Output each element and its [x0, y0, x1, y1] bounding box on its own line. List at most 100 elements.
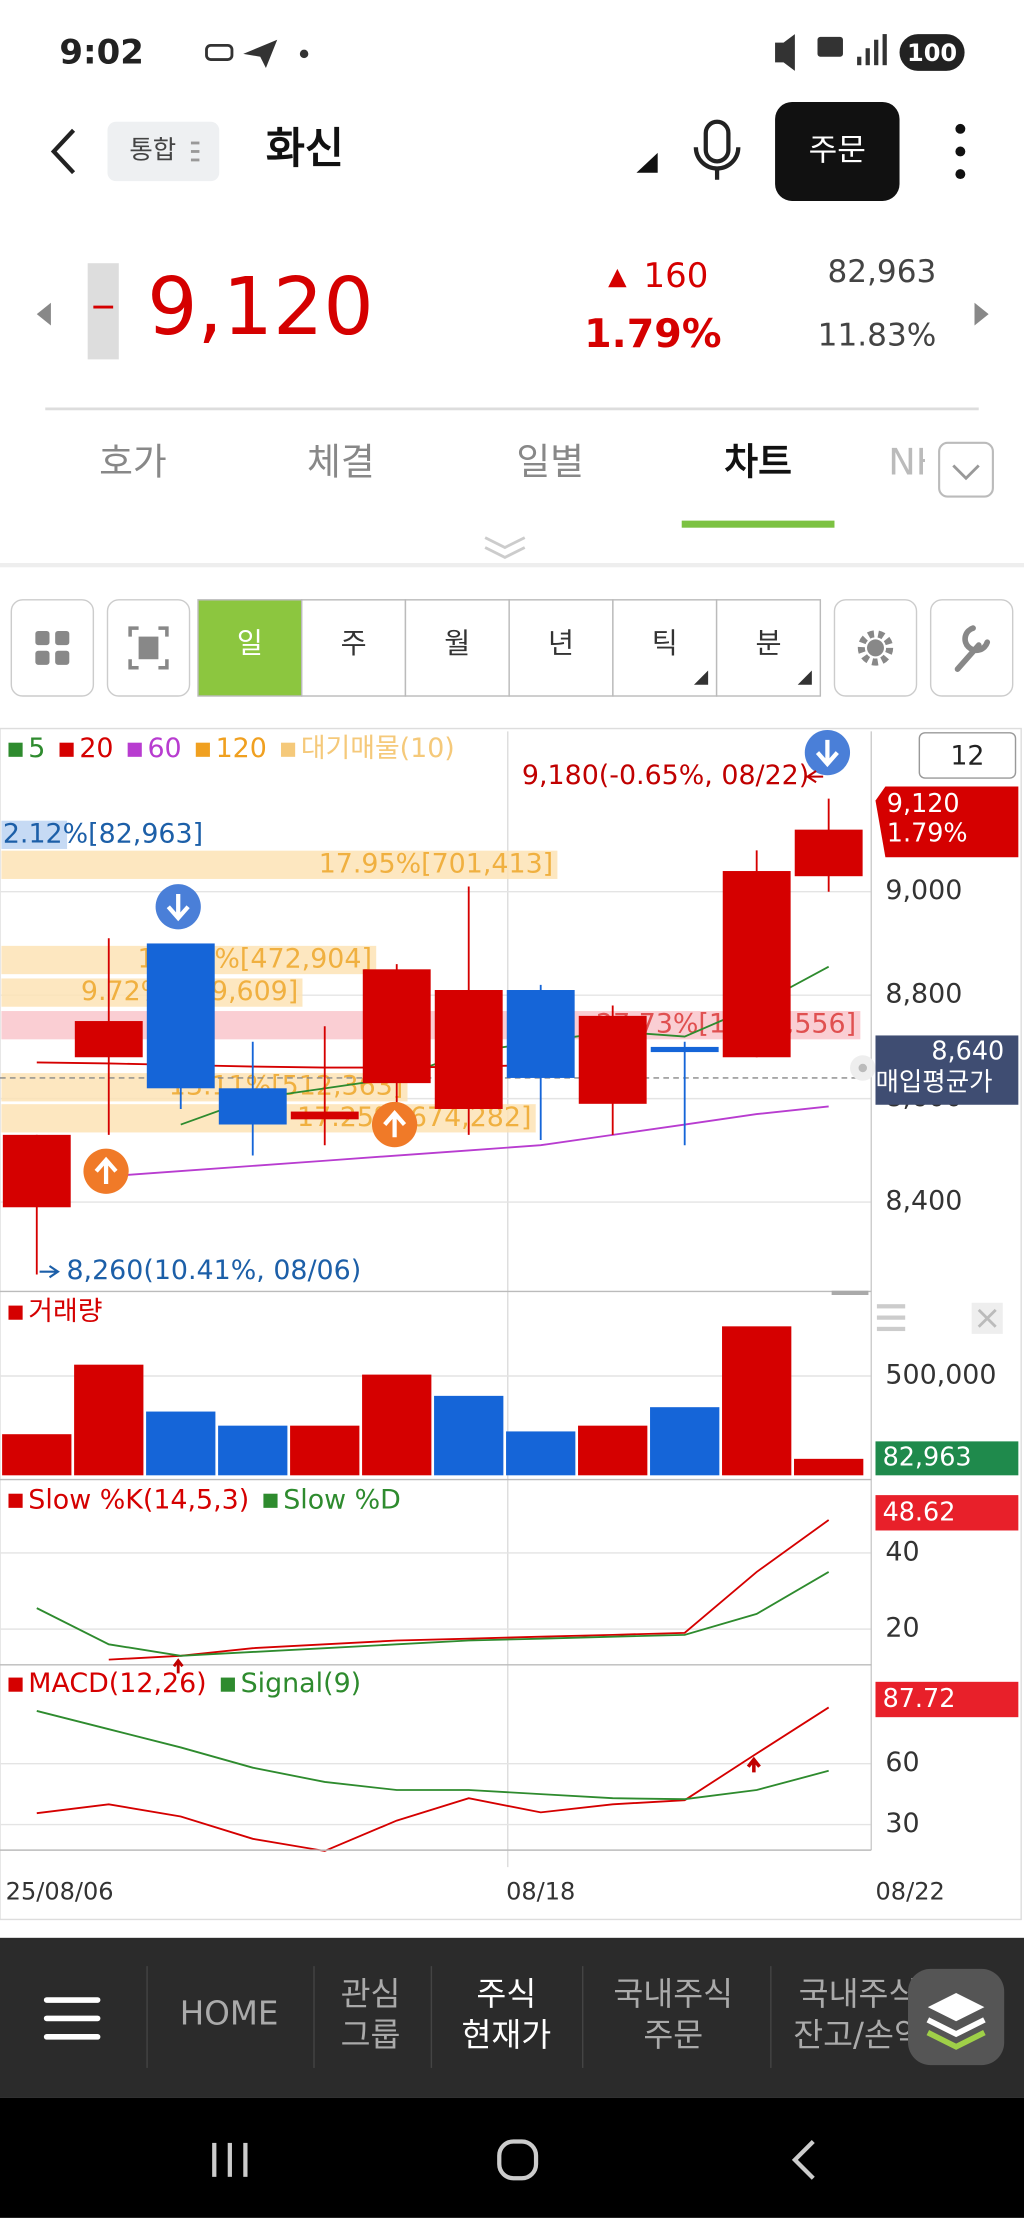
bottom-nav [0, 1937, 1024, 2098]
panel-menu[interactable] [876, 1304, 906, 1332]
y-tick-label: 8,800 [885, 979, 962, 1010]
tab-more[interactable] [938, 441, 994, 498]
volume-bar [146, 1411, 216, 1476]
prev-arrow[interactable] [36, 302, 51, 326]
panel-title: 거래량 [28, 1296, 102, 1327]
legend-label: 120 [216, 733, 267, 764]
y-tick-label: 40 [885, 1536, 919, 1567]
legend-swatch [263, 1493, 278, 1508]
high-annotation: 9,180(-0.65%, 08/22) [522, 760, 809, 791]
volume-bar [722, 1326, 792, 1476]
low-arrow [39, 1265, 60, 1279]
series-line [36, 1706, 830, 1852]
market-selector[interactable] [107, 121, 220, 182]
supply-band [1, 820, 68, 849]
legend-swatch [281, 742, 296, 757]
tab[interactable]: 호가 [99, 441, 167, 484]
order-button[interactable] [775, 101, 900, 201]
order-button-label: 주문 [809, 132, 866, 168]
tab-active[interactable]: 차트 [724, 441, 792, 484]
legend-label: 20 [79, 733, 113, 764]
avg-tag [875, 1035, 1019, 1105]
battery-level: 100 [907, 39, 957, 67]
volume-bar [506, 1431, 576, 1476]
legend-label: 대기매물(10) [301, 733, 455, 764]
avg-marker [858, 1063, 868, 1073]
x-tick-label: 25/08/06 [6, 1878, 114, 1906]
y-tick-label: 500,000 [885, 1359, 996, 1390]
market-icon [190, 141, 200, 162]
collapse-handle[interactable] [484, 536, 526, 559]
nav-label: 그룹 [341, 2016, 401, 2054]
next-arrow[interactable] [974, 302, 989, 326]
series-line [108, 1519, 830, 1661]
candle-body [650, 1046, 719, 1053]
avg-tag-label: 매입평균가 [875, 1068, 992, 1098]
legend-swatch [195, 742, 210, 757]
nav-label[interactable]: 관심 [341, 1975, 401, 2013]
volume-bar [74, 1364, 144, 1476]
mic-button[interactable] [693, 119, 741, 180]
y-tick-label: 9,000 [885, 875, 962, 906]
volume-bar [290, 1425, 360, 1476]
search-dropdown[interactable] [636, 152, 658, 173]
macd-tag-value: 87.72 [883, 1684, 956, 1714]
supply-band-label: 17.95%[701,413] [319, 848, 553, 879]
stock-name[interactable]: 화신 [266, 125, 344, 174]
sell-signal [804, 729, 851, 776]
period-label: 년 [548, 627, 574, 660]
recent-apps[interactable] [212, 2142, 248, 2177]
stochastic-tag [875, 1495, 1019, 1531]
nav-label[interactable]: 국내주식 [613, 1975, 733, 2013]
tab[interactable]: 체결 [307, 441, 375, 484]
candle-body [2, 1134, 71, 1208]
price-tag-value: 9,120 [887, 789, 960, 819]
tab[interactable]: 일별 [516, 441, 584, 484]
back-system-button[interactable] [791, 2139, 815, 2180]
period-button[interactable] [404, 599, 510, 697]
period-button[interactable] [508, 599, 614, 697]
nav-label: 잔고/손익 [793, 2016, 924, 2054]
up-arrow [608, 268, 627, 288]
supply-band-label: 2.12%[82,963] [3, 818, 203, 849]
nav-separators [146, 1966, 772, 2068]
legend-label: MACD(12,26) [28, 1668, 206, 1699]
layout-button[interactable] [10, 599, 95, 697]
status-time: 9:02 [59, 32, 143, 72]
legend-swatch [220, 1677, 235, 1692]
buy-signal [83, 1148, 129, 1194]
price-tag-percent: 1.79% [887, 819, 968, 849]
volume-bar [362, 1374, 432, 1476]
settings-icon [857, 630, 894, 666]
home-button[interactable] [497, 2139, 539, 2181]
panel-close[interactable] [971, 1302, 1003, 1334]
candle-body [362, 969, 431, 1084]
candle-body [722, 871, 791, 1058]
menu-button[interactable] [43, 1997, 101, 2040]
nav-label[interactable]: 주식 [476, 1975, 536, 2013]
capture-icon [128, 626, 169, 670]
back-button[interactable] [50, 128, 76, 175]
price-change: 160 [644, 256, 709, 296]
period-label: 일 [237, 627, 263, 660]
volume-tag [875, 1441, 1019, 1476]
nav-label[interactable]: 국내주식 [799, 1975, 919, 2013]
nav-label: 현재가 [461, 2016, 551, 2054]
volume-bar [578, 1425, 648, 1476]
more-menu[interactable] [955, 123, 966, 180]
x-tick-label: 08/22 [876, 1878, 945, 1906]
period-count-box[interactable] [918, 732, 1017, 779]
legend-swatch [8, 1493, 23, 1508]
nav-label[interactable]: HOME [180, 1995, 279, 2033]
candle-body [146, 943, 215, 1089]
change-percent: 1.79% [584, 311, 721, 357]
candle-body [218, 1088, 287, 1125]
volume-bar [2, 1434, 72, 1476]
avg-tag-value: 8,640 [931, 1036, 1004, 1066]
series-line [180, 965, 830, 1126]
legend-swatch [8, 1677, 23, 1692]
